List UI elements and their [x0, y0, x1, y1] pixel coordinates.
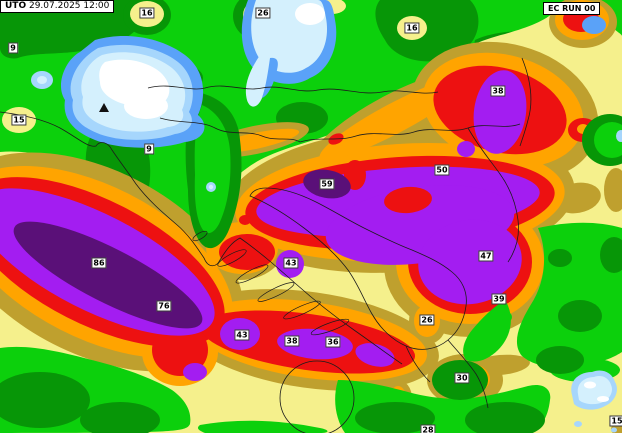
value-label: 76 [156, 300, 172, 312]
range-circle [279, 360, 355, 433]
day-abbrev: UTO [5, 1, 27, 11]
value-label: 39 [491, 293, 507, 305]
value-label: 15 [609, 415, 622, 427]
value-label: 28 [420, 424, 436, 433]
value-label: 43 [283, 257, 299, 269]
model-run-stamp: EC RUN 00 [543, 2, 601, 15]
value-label: 38 [490, 85, 506, 97]
value-label: 9 [144, 143, 154, 155]
datetime-stamp: UTO 29.07.2025 12:00 [0, 0, 115, 13]
value-label: 47 [478, 250, 494, 262]
over-green-layer [0, 92, 622, 433]
value-label: 9 [8, 42, 18, 54]
value-label: 16 [404, 22, 420, 34]
value-label: 26 [419, 314, 435, 326]
value-label: 86 [91, 257, 107, 269]
datetime-text: 29.07.2025 12:00 [28, 1, 110, 11]
value-label: 59 [319, 178, 335, 190]
islands [192, 230, 350, 336]
value-label: 50 [434, 164, 450, 176]
value-label: 36 [325, 336, 341, 348]
value-label: 38 [284, 335, 300, 347]
value-label: 16 [139, 7, 155, 19]
value-label: 26 [255, 7, 271, 19]
value-label: 15 [11, 114, 27, 126]
country-borders [0, 57, 532, 433]
value-label: 30 [454, 372, 470, 384]
value-label: 43 [234, 329, 250, 341]
mountain-marker [99, 103, 109, 112]
